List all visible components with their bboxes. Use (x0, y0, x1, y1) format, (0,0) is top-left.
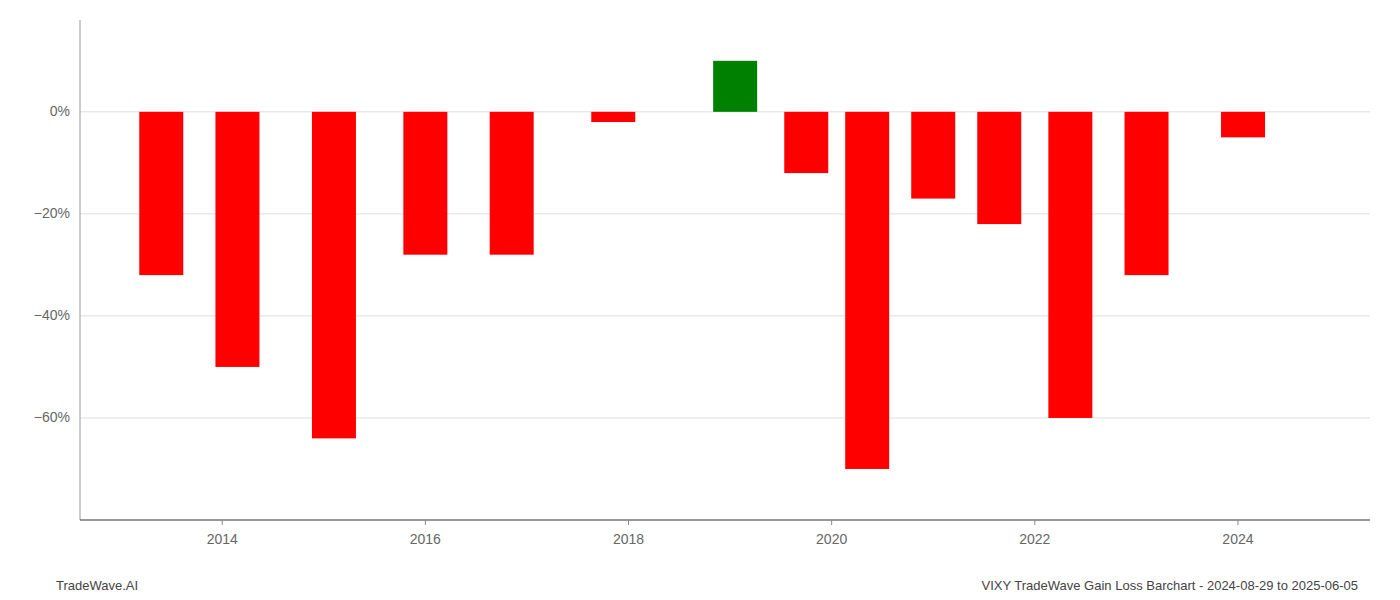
title: VIXY TradeWave Gain Loss Barchart - 2024… (982, 578, 1359, 593)
x-tick-label: 2016 (410, 531, 441, 547)
bar (490, 112, 534, 255)
x-tick (1034, 520, 1035, 525)
y-axis: 0% −20% −40% −60% (34, 103, 1370, 425)
x-tick (1237, 520, 1238, 525)
bar (591, 112, 635, 122)
bars (139, 61, 1265, 469)
bar (312, 112, 356, 439)
y-tick-label: 0% (50, 103, 70, 119)
x-tick (425, 520, 426, 525)
grid-line (80, 213, 1370, 214)
y-tick-label: −40% (34, 307, 70, 323)
x-tick-label: 2024 (1222, 531, 1253, 547)
bar (977, 112, 1021, 224)
x-tick-label: 2018 (613, 531, 644, 547)
x-tick-label: 2014 (207, 531, 238, 547)
bar (784, 112, 828, 173)
bar (215, 112, 259, 367)
bar (1048, 112, 1092, 418)
bar (1221, 112, 1265, 138)
bar (403, 112, 447, 255)
bar (911, 112, 955, 199)
x-tick-label: 2022 (1019, 531, 1050, 547)
bar (139, 112, 183, 275)
x-tick-label: 2020 (816, 531, 847, 547)
x-tick (628, 520, 629, 525)
y-tick-label: −20% (34, 205, 70, 221)
grid-line (80, 417, 1370, 418)
bar (1125, 112, 1169, 275)
bar (845, 112, 889, 469)
bar (713, 61, 757, 112)
chart: 0% −20% −40% −60% 2014 2016 2018 2020 2022 2024 Tr… (0, 0, 1400, 600)
x-tick (831, 520, 832, 525)
annotation: TradeWave.AI (56, 578, 138, 593)
x-axis: 2014 2016 2018 2020 2022 2024 (80, 520, 1370, 547)
y-axis-line (80, 20, 81, 520)
grid-line (80, 315, 1370, 316)
x-tick (222, 520, 223, 525)
x-axis-line (80, 519, 1370, 520)
y-tick-label: −60% (34, 409, 70, 425)
